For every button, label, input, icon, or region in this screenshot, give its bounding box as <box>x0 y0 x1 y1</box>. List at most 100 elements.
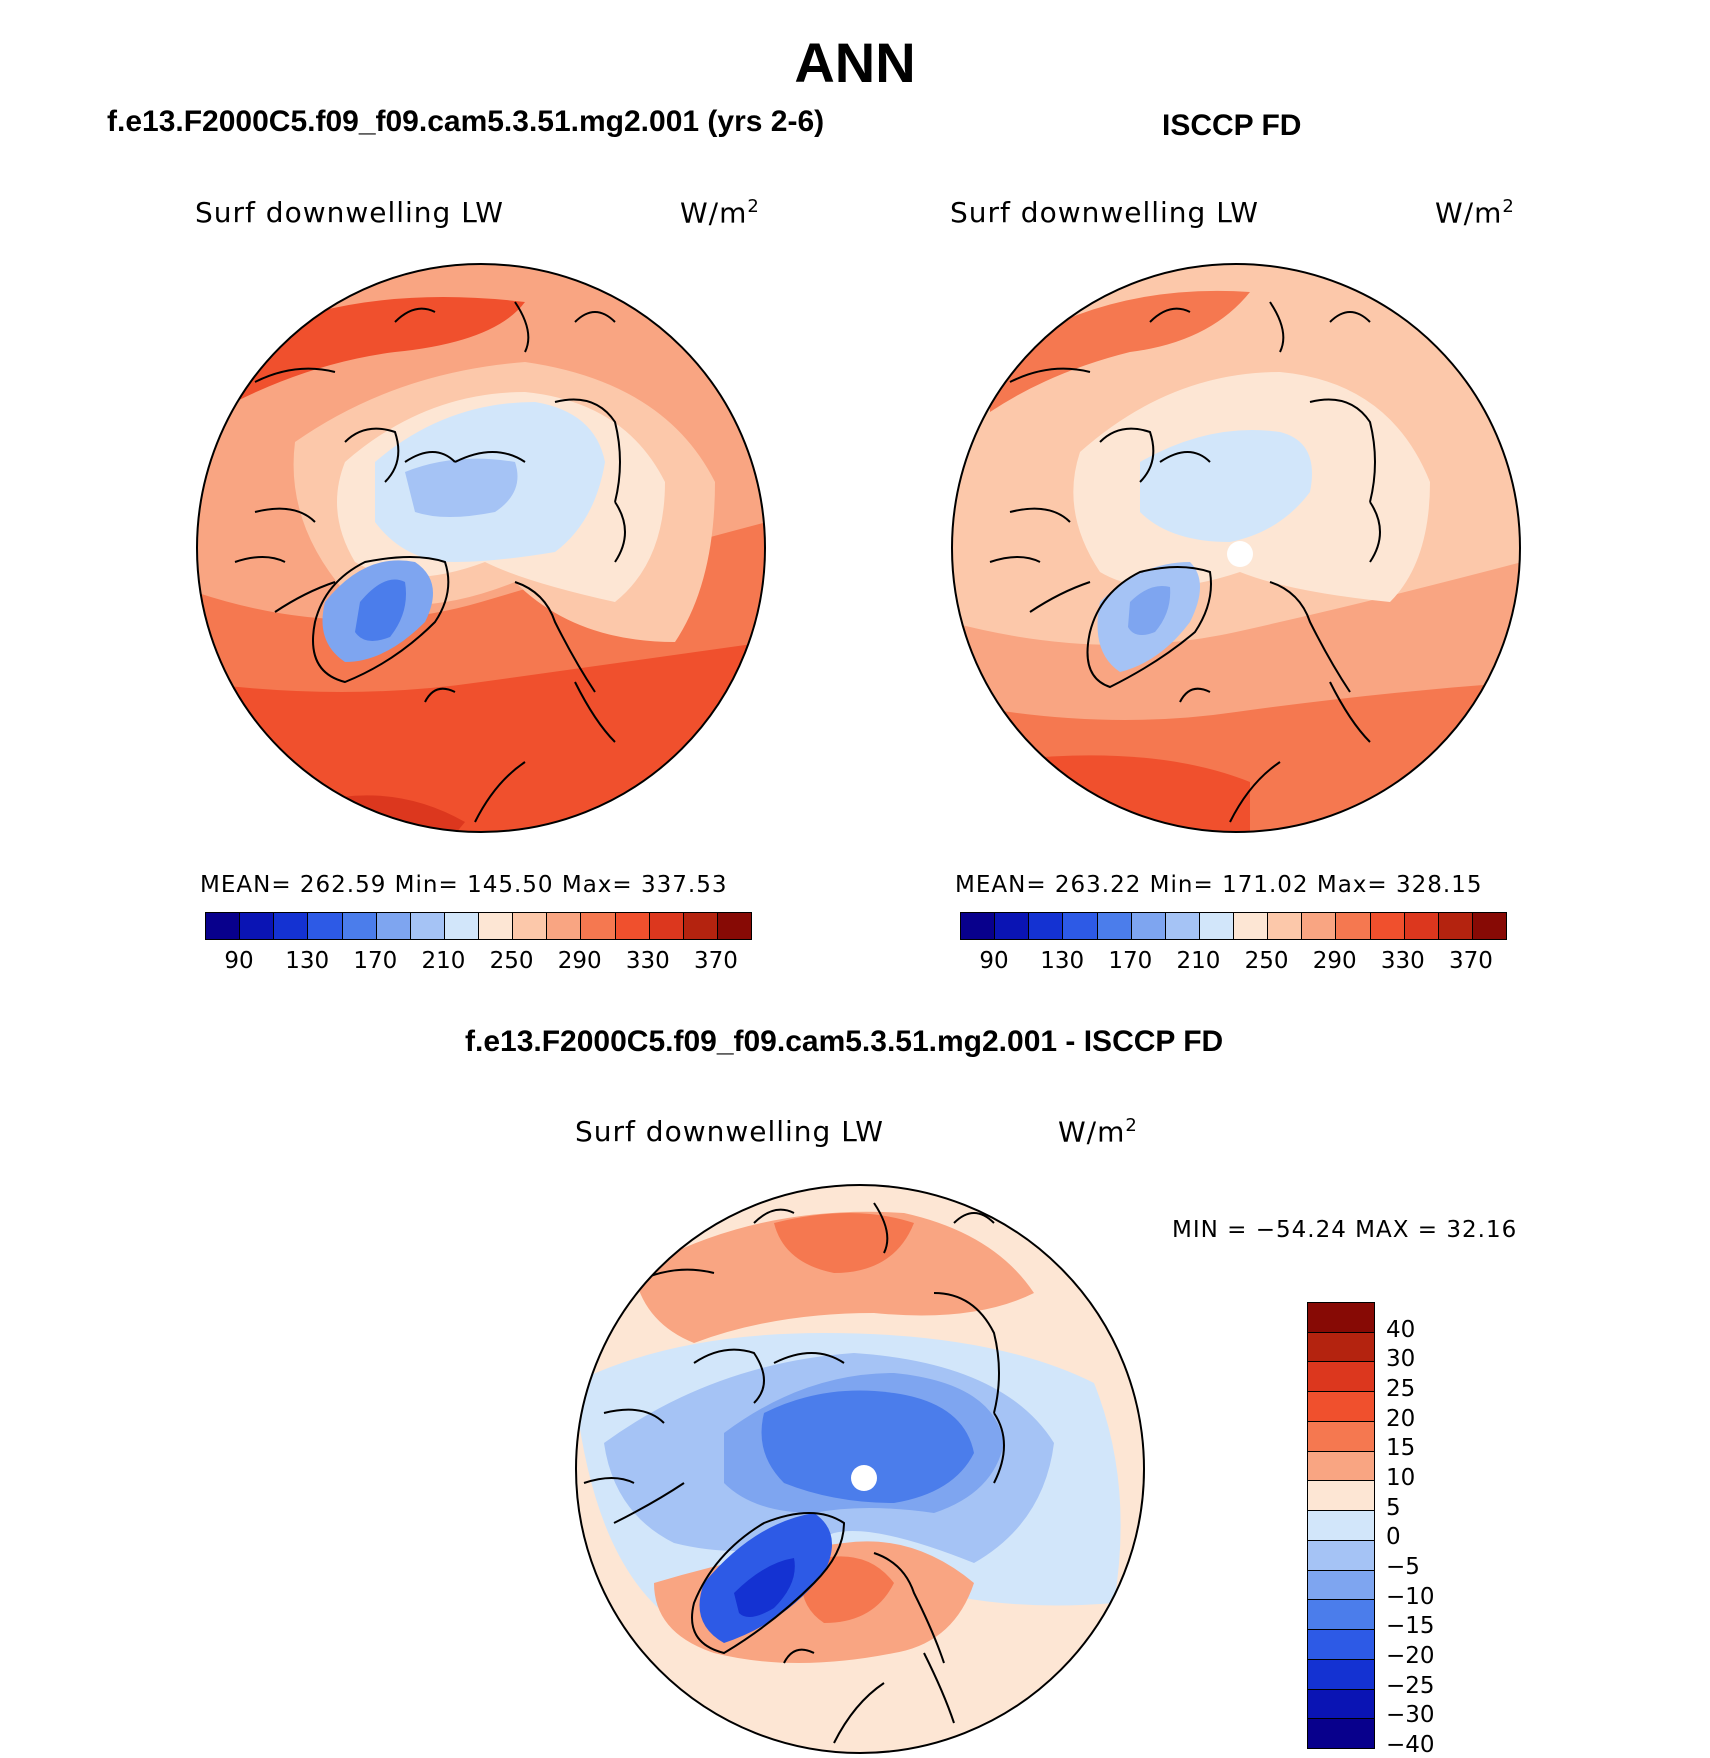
panel-2-colorbar <box>960 912 1507 940</box>
panel-1-colorbar-tick-label: 250 <box>489 948 534 974</box>
panel-3-colorbar-tick-label: −20 <box>1386 1643 1435 1669</box>
panel-3-colorbar-swatch <box>1308 1510 1374 1540</box>
panel-2-colorbar-swatch <box>1267 913 1302 939</box>
panel-1-colorbar <box>205 912 752 940</box>
panel-1-colorbar-swatch <box>409 913 444 939</box>
panel-3-colorbar-swatch <box>1308 1688 1374 1719</box>
panel-2-colorbar-swatch <box>1062 913 1097 939</box>
panel-2-colorbar-swatch <box>1301 913 1336 939</box>
panel-1-colorbar-ticks: 90 130 170 210 250 290 330 370 <box>205 948 750 978</box>
panel-1-colorbar-swatch <box>375 913 410 939</box>
panel-1-colorbar-tick-label: 170 <box>353 948 398 974</box>
panel-3-colorbar-swatch <box>1308 1718 1374 1749</box>
panel-3-colorbar-tick-label: −5 <box>1386 1554 1420 1580</box>
panel-1-colorbar-tick-label: 210 <box>421 948 466 974</box>
panel-1-colorbar-tick-label: 290 <box>557 948 602 974</box>
panel-2-colorbar-swatch <box>1164 913 1199 939</box>
panel-1-colorbar-swatch <box>580 913 615 939</box>
panel-2-polar-map <box>951 263 1521 833</box>
panel-2-colorbar-swatch <box>1471 913 1506 939</box>
panel-3-stats: MIN = −54.24 MAX = 32.16 <box>1172 1217 1518 1243</box>
panel-1-colorbar-tick-label: 90 <box>224 948 254 974</box>
panel-3-colorbar <box>1307 1302 1375 1749</box>
panel-3-colorbar-tick-label: 15 <box>1386 1435 1416 1462</box>
panel-1-colorbar-swatch <box>239 913 274 939</box>
panel-2-colorbar-swatch <box>1233 913 1268 939</box>
map-fill-strong-blue <box>761 1390 974 1503</box>
panel-2-colorbar-tick-label: 130 <box>1040 948 1085 974</box>
panel-1-colorbar-tick-label: 370 <box>693 948 738 974</box>
panel-2-colorbar-swatch <box>961 913 995 939</box>
panel-1-colorbar-swatch <box>478 913 513 939</box>
panel-3-colorbar-tick-label: −30 <box>1386 1702 1435 1729</box>
panel-3-colorbar-ticks: 40 30 25 20 15 10 5 0 −5 −10 −15 −20 −25 −30 −40 <box>1386 1302 1506 1758</box>
panel-3-colorbar-swatch <box>1308 1599 1374 1630</box>
panel-3-colorbar-swatch <box>1308 1391 1374 1421</box>
coastlines <box>583 1202 1005 1744</box>
panel-2-colorbar-swatch <box>1437 913 1472 939</box>
panel-3-colorbar-tick-label: 0 <box>1386 1524 1401 1551</box>
panel-1-variable-label: Surf downwelling LW <box>195 196 504 229</box>
panel-2-title: ISCCP FD <box>1162 109 1302 142</box>
panel-3-colorbar-tick-label: 30 <box>1386 1346 1416 1373</box>
coastlines <box>234 301 626 823</box>
pole-hole <box>1227 541 1253 567</box>
panel-2-variable-label: Surf downwelling LW <box>950 196 1259 229</box>
panel-3-colorbar-tick-label: 25 <box>1386 1376 1416 1402</box>
panel-3-colorbar-tick-label: −15 <box>1386 1613 1435 1640</box>
panel-1-colorbar-swatch <box>341 913 376 939</box>
panel-2-colorbar-tick-label: 290 <box>1312 948 1357 974</box>
map-fill-greenland-2 <box>1128 586 1171 636</box>
panel-3-colorbar-swatch <box>1308 1658 1374 1689</box>
map-fill-greenland-2 <box>355 579 406 641</box>
panel-1-title: f.e13.F2000C5.f09_f09.cam5.3.51.mg2.001 … <box>107 105 825 138</box>
panel-3-variable-label: Surf downwelling LW <box>575 1115 884 1148</box>
map-fill-warm-core <box>801 1556 894 1623</box>
panel-3-colorbar-tick-label: −40 <box>1386 1732 1435 1758</box>
panel-2-colorbar-tick-label: 210 <box>1176 948 1221 974</box>
panel-3-colorbar-swatch <box>1308 1420 1374 1451</box>
panel-3-colorbar-tick-label: −10 <box>1386 1583 1435 1610</box>
panel-1-colorbar-swatch <box>512 913 547 939</box>
main-title: ANN <box>794 31 916 94</box>
panel-3-colorbar-swatch <box>1308 1303 1374 1332</box>
panel-3-colorbar-swatch <box>1308 1361 1374 1392</box>
panel-2-colorbar-swatch <box>1096 913 1131 939</box>
panel-1-colorbar-tick-label: 130 <box>285 948 330 974</box>
panel-3-colorbar-tick-label: 10 <box>1386 1465 1416 1491</box>
panel-2-stats: MEAN= 263.22 Min= 171.02 Max= 328.15 <box>955 872 1483 898</box>
panel-2-colorbar-tick-label: 90 <box>979 948 1009 974</box>
map-fill-top-orange <box>634 1211 1034 1343</box>
panel-3-colorbar-tick-label: 5 <box>1386 1494 1401 1521</box>
panel-1-colorbar-swatch <box>443 913 478 939</box>
panel-1-colorbar-swatch <box>648 913 683 939</box>
panel-1-colorbar-swatch <box>307 913 342 939</box>
panel-3-colorbar-tick-label: −25 <box>1386 1672 1435 1699</box>
panel-1-polar-map <box>196 263 766 833</box>
map-fill-light-blue <box>1140 430 1312 542</box>
panel-3-units: W/m2 <box>1058 1115 1138 1149</box>
panel-2-colorbar-tick-label: 330 <box>1380 948 1425 974</box>
panel-2-colorbar-tick-label: 250 <box>1244 948 1289 974</box>
panel-3-colorbar-swatch <box>1308 1539 1374 1570</box>
panel-2-colorbar-swatch <box>1369 913 1404 939</box>
panel-1-colorbar-swatch <box>614 913 649 939</box>
panel-2-colorbar-swatch <box>1335 913 1370 939</box>
panel-3-colorbar-swatch <box>1308 1569 1374 1600</box>
panel-3-colorbar-swatch <box>1308 1331 1374 1362</box>
panel-2-colorbar-ticks: 90 130 170 210 250 290 330 370 <box>960 948 1505 978</box>
panel-3-colorbar-tick-label: 20 <box>1386 1405 1416 1432</box>
panel-2-colorbar-tick-label: 370 <box>1448 948 1493 974</box>
panel-1-stats: MEAN= 262.59 Min= 145.50 Max= 337.53 <box>200 872 728 898</box>
panel-1-colorbar-swatch <box>682 913 717 939</box>
map-fill-deep-red <box>197 642 765 832</box>
panel-3-polar-map <box>575 1184 1145 1754</box>
panel-1-colorbar-swatch <box>716 913 751 939</box>
panel-2-colorbar-swatch <box>994 913 1029 939</box>
panel-3-colorbar-swatch <box>1308 1450 1374 1481</box>
map-fill-mid-blue <box>405 458 518 517</box>
panel-2-colorbar-swatch <box>1198 913 1233 939</box>
pole-hole <box>851 1465 877 1491</box>
map-fill-top-red <box>990 290 1250 412</box>
panel-1-colorbar-swatch <box>206 913 240 939</box>
